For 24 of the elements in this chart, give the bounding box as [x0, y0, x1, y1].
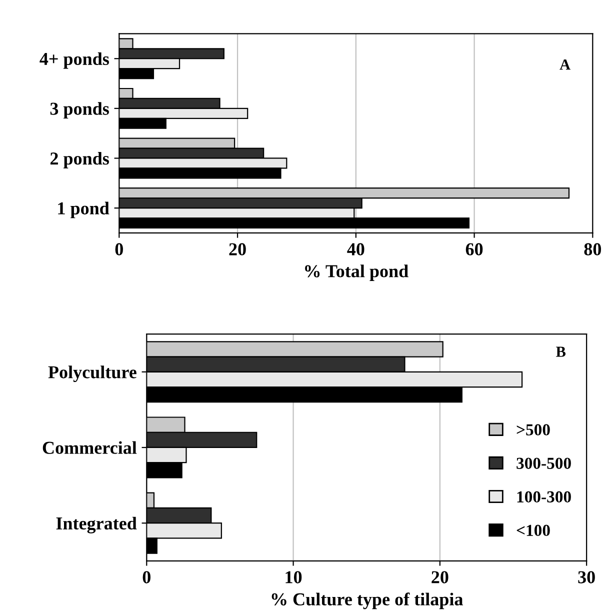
x-tick-label: 80: [584, 243, 602, 256]
annotation: A: [560, 59, 570, 70]
x-tick-label: 0: [115, 243, 123, 256]
y-tick-label: 4+ ponds: [40, 52, 109, 69]
x-axis-title: % Total pond: [305, 264, 408, 281]
y-tick-label: Polyculture: [48, 366, 136, 382]
y-tick-label: Commercial: [42, 441, 137, 454]
x-axis-title: % Culture type of tilapia: [272, 592, 463, 610]
legend-label: >500: [516, 424, 550, 436]
legend-label: 300-500: [516, 458, 571, 469]
x-tick-label: 10: [286, 571, 302, 584]
y-tick-label: 2 ponds: [50, 152, 109, 168]
annotation: B: [556, 346, 566, 357]
legend-label: 100-300: [517, 491, 571, 503]
x-tick-label: 0: [142, 571, 150, 584]
x-tick-label: 20: [432, 571, 448, 584]
x-tick-label: 40: [347, 243, 364, 256]
y-tick-label: 3 ponds: [50, 102, 109, 119]
x-tick-label: 60: [466, 243, 483, 256]
legend-label: <100: [516, 524, 550, 536]
x-tick-label: 20: [229, 243, 246, 256]
x-tick-label: 30: [578, 571, 595, 584]
y-tick-label: Integrated: [56, 516, 137, 534]
y-tick-label: 1 pond: [58, 202, 110, 218]
